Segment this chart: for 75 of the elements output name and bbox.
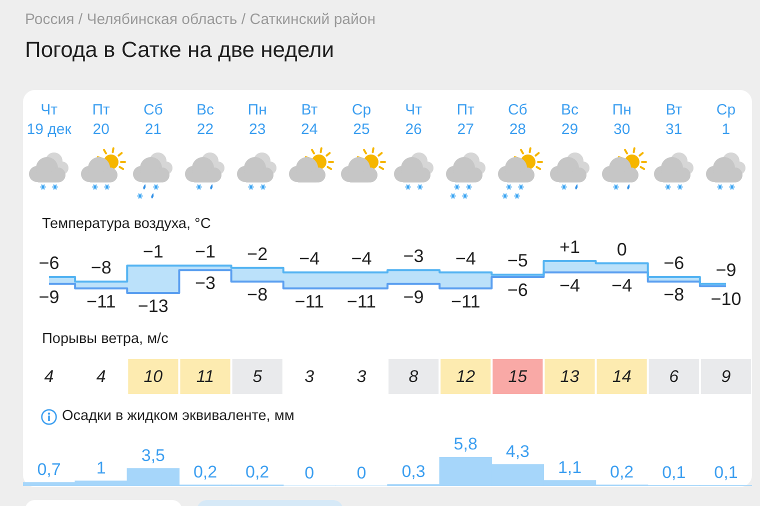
data-label: 14 [612,367,632,386]
data-label: −6 [664,252,684,273]
data-label: 1 [96,458,106,478]
data-label: 0,1 [662,463,686,482]
data-label: −8 [90,258,112,278]
data-label: 11 [196,367,214,386]
data-label: 10 [144,367,164,386]
data-label: 8 [408,367,419,386]
data-label: −9 [716,260,736,280]
data-label: −8 [664,284,684,305]
x-tick-label: Вт 31 [666,102,682,138]
data-label: 0,3 [402,462,426,482]
data-label: 5,8 [454,434,478,454]
data-label: −10 [710,289,742,310]
data-label: 12 [456,367,476,386]
data-label: −4 [455,248,476,268]
data-label: 4,3 [506,442,530,462]
x-tick-label: Пт 20 [92,102,110,138]
data-label: −1 [142,242,164,262]
x-tick-label: Ср 1 [716,102,736,138]
data-label: −11 [451,291,480,312]
data-label: −3 [403,246,424,266]
x-tick-label: Сб 28 [508,102,528,138]
data-label: −4 [612,275,632,296]
y-axis-title: Температура воздуха, °C [42,216,211,234]
data-label: −13 [138,296,168,316]
x-tick-label: Сб 21 [143,102,163,138]
x-tick-label: Вт 24 [301,102,318,138]
x-tick-label: Вс 29 [560,102,579,138]
data-label: +1 [559,236,580,257]
data-label: 0,2 [610,462,634,482]
data-label: 0 [616,239,627,260]
data-label: 13 [560,367,580,386]
data-label: −9 [38,286,60,307]
data-label: −2 [247,244,268,264]
x-tick-label: Вс 22 [196,102,214,138]
data-label: 0,1 [714,463,738,482]
data-label: −9 [403,286,424,307]
x-tick-label: Пн 30 [612,102,632,138]
data-label: −5 [507,250,528,271]
data-label: −8 [247,284,268,305]
data-label: 5 [252,367,263,386]
data-label: −6 [507,280,528,300]
data-label: 6 [669,367,680,386]
data-label: −4 [299,248,320,268]
data-label: −11 [346,291,376,312]
data-label: 9 [721,367,732,386]
data-label: 0,2 [193,462,218,482]
data-label: −11 [294,291,324,312]
data-label: 0 [304,464,314,483]
chart-title: Порывы ветра, м/с [42,331,168,349]
text: Россия / Челябинская область / Саткинский район [25,11,376,29]
x-tick-label: Чт 19 дек [26,102,72,138]
data-label: 0 [356,464,366,483]
data-label: 4 [44,367,54,386]
data-label: −6 [38,252,60,273]
data-label: 3 [356,367,367,386]
data-label: 4 [96,367,106,386]
data-label: 0,7 [37,460,61,480]
data-label: 15 [508,367,528,386]
data-label: −4 [559,275,580,296]
data-label: 3 [304,367,315,386]
data-label: −11 [86,291,116,312]
x-tick-label: Пн 23 [248,102,267,138]
data-label: −4 [351,248,372,268]
chart-title: Погода в Сатке на две недели [25,36,334,64]
x-tick-label: Чт 26 [405,102,422,138]
data-label: 1,1 [558,458,582,478]
x-tick-label: Пт 27 [456,102,475,138]
data-label: 0,2 [246,462,270,482]
data-label: −3 [194,273,216,294]
x-tick-label: Ср 25 [352,102,372,138]
chart-title: Осадки в жидком эквиваленте, мм [62,408,294,426]
data-label: 3,5 [141,446,165,466]
data-label: −1 [194,242,216,262]
